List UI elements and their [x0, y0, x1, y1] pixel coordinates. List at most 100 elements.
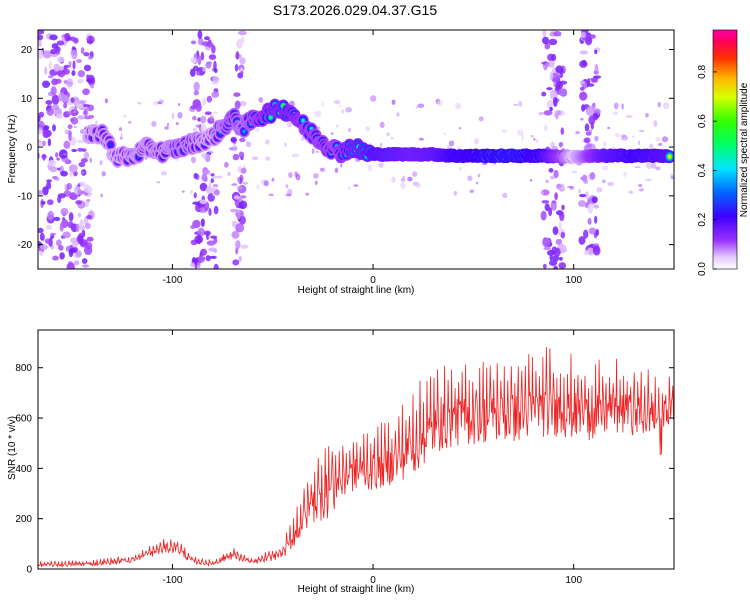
spectrogram-noise-cell — [541, 91, 547, 97]
spectrogram-noise-cell — [86, 198, 91, 203]
colorbar-tick-label: 0.0 — [697, 262, 708, 276]
spectrogram-noise-cell — [38, 34, 44, 41]
spectrogram-noise-cell — [55, 114, 64, 119]
spectrogram-noise-cell — [42, 50, 52, 59]
spectrogram-noise-cell — [38, 30, 45, 35]
spectrogram-noise-cell — [197, 227, 205, 237]
spectrogram-noise-cell — [209, 115, 214, 122]
spectrogram-noise-cell — [83, 151, 90, 160]
spectrogram-noise-cell — [50, 48, 58, 55]
spectrogram-noise-cell — [46, 107, 55, 116]
snr-series-line — [37, 346, 674, 568]
spectrogram-noise-cell — [301, 136, 304, 141]
spectrogram-noise-cell — [588, 227, 597, 235]
spectrogram-noise-cell — [544, 124, 548, 131]
spectrogram-noise-cell — [47, 75, 54, 79]
spectrogram-noise-cell — [89, 157, 92, 163]
spectrogram-noise-cell — [68, 249, 74, 258]
spectrogram-noise-cell — [548, 259, 558, 266]
spectrogram-noise-cell — [75, 101, 79, 108]
spectrogram-noise-cell — [546, 87, 553, 91]
spectrogram-noise-cell — [572, 170, 578, 174]
colorbar-tick-label: 0.8 — [697, 64, 708, 78]
spectrogram-noise-cell — [151, 120, 157, 127]
spectrogram-noise-cell — [645, 112, 649, 118]
spectrogram-noise-cell — [544, 203, 550, 212]
spectrogram-noise-cell — [458, 127, 462, 130]
colorbar-gradient — [713, 30, 737, 269]
spectrogram-noise-cell — [83, 245, 93, 256]
spectrogram-noise-cell — [518, 100, 523, 107]
spectrogram-noise-cell — [607, 181, 614, 187]
spectrogram-ridge-cell — [108, 142, 113, 147]
spectrogram-noise-cell — [44, 238, 51, 244]
spectrogram-noise-cell — [206, 240, 216, 246]
spectrogram-noise-cell — [623, 171, 627, 178]
spectrogram-noise-cell — [314, 110, 322, 118]
spectrogram-noise-cell — [62, 217, 66, 221]
snr-x-axis-label: Height of straight line (km) — [298, 584, 415, 595]
colorbar: 0.0 0.2 0.4 0.6 0.8 Normalized spectral ampl… — [697, 29, 750, 276]
spectrogram-noise-cell — [559, 72, 564, 79]
spectrogram-noise-cell — [67, 110, 73, 116]
spectrogram-noise-cell — [594, 63, 599, 74]
spectrogram-noise-cell — [237, 177, 241, 184]
spectrogram-noise-cell — [52, 103, 60, 111]
spectrogram-noise-cell — [60, 170, 68, 177]
spectrogram-noise-cell — [533, 137, 536, 141]
spectrogram-noise-cell — [210, 235, 218, 239]
spectrogram-noise-cell — [540, 191, 545, 195]
spectrogram-noise-cell — [548, 207, 553, 217]
spectrogram-noise-cell — [549, 175, 556, 180]
spectrogram-noise-cell — [638, 129, 645, 133]
spectrogram-noise-cell — [78, 161, 86, 168]
spectrogram-noise-cell — [305, 192, 310, 196]
snr-y-tick-label: 800 — [15, 363, 32, 374]
spectrogram-noise-cell — [76, 223, 80, 233]
spectrogram-noise-cell — [587, 203, 594, 214]
spectrogram-noise-cell — [458, 167, 462, 171]
spectrogram-noise-cell — [100, 193, 104, 198]
spectrogram-noise-cell — [42, 128, 50, 139]
spectrogram-noise-cell — [579, 50, 589, 55]
spectrogram-noise-cell — [81, 171, 85, 175]
spectrogram-noise-cell — [63, 103, 68, 109]
spectrogram-noise-cell — [549, 72, 554, 81]
spectrogram-noise-cell — [39, 250, 43, 257]
snr-y-tick-label: 400 — [15, 464, 32, 475]
spectrogram-noise-cell — [235, 51, 240, 60]
spectrogram-noise-cell — [581, 174, 588, 182]
spectrogram-noise-cell — [578, 188, 581, 194]
spectrogram-noise-cell — [555, 238, 563, 245]
spectrogram-noise-cell — [638, 140, 641, 145]
spectrogram-noise-cell — [265, 156, 270, 161]
spectrogram-noise-cell — [477, 173, 481, 178]
spectrogram-noise-cell — [46, 181, 52, 190]
snr-y-tick-label: 600 — [15, 414, 32, 425]
spectrogram-noise-cell — [190, 68, 196, 77]
spectrogram-noise-cell — [200, 115, 207, 124]
spectrogram-noise-cell — [193, 192, 197, 199]
spectrogram-noise-cell — [545, 62, 550, 67]
spectrogram-noise-cell — [240, 167, 247, 174]
spectrogram-noise-cell — [268, 193, 274, 197]
spectrogram-noise-cell — [558, 221, 562, 230]
spectrogram-noise-cell — [59, 252, 65, 260]
spectrogram-noise-cell — [589, 34, 596, 39]
spectrogram-noise-cell — [545, 179, 549, 184]
spectrogram-noise-cell — [321, 101, 324, 107]
spectrogram-noise-cell — [213, 249, 218, 253]
spectrogram-noise-cell — [314, 180, 318, 185]
spectrogram-noise-cell — [231, 230, 240, 239]
spectrogram-noise-cell — [208, 54, 217, 60]
spectrogram-noise-cell — [245, 141, 252, 148]
spectrogram-noise-cell — [559, 211, 565, 222]
spectrogram-noise-cell — [171, 112, 175, 120]
spectrogram-frame — [37, 29, 675, 270]
spectrogram-noise-cell — [418, 137, 424, 141]
snr-y-axis-label: SNR (10 * v/v) — [7, 416, 18, 480]
spectrogram-noise-cell — [190, 189, 193, 195]
spectrogram-noise-cell — [353, 184, 359, 187]
spectrogram-noise-cell — [651, 162, 657, 169]
spectrogram-noise-cell — [68, 212, 74, 222]
